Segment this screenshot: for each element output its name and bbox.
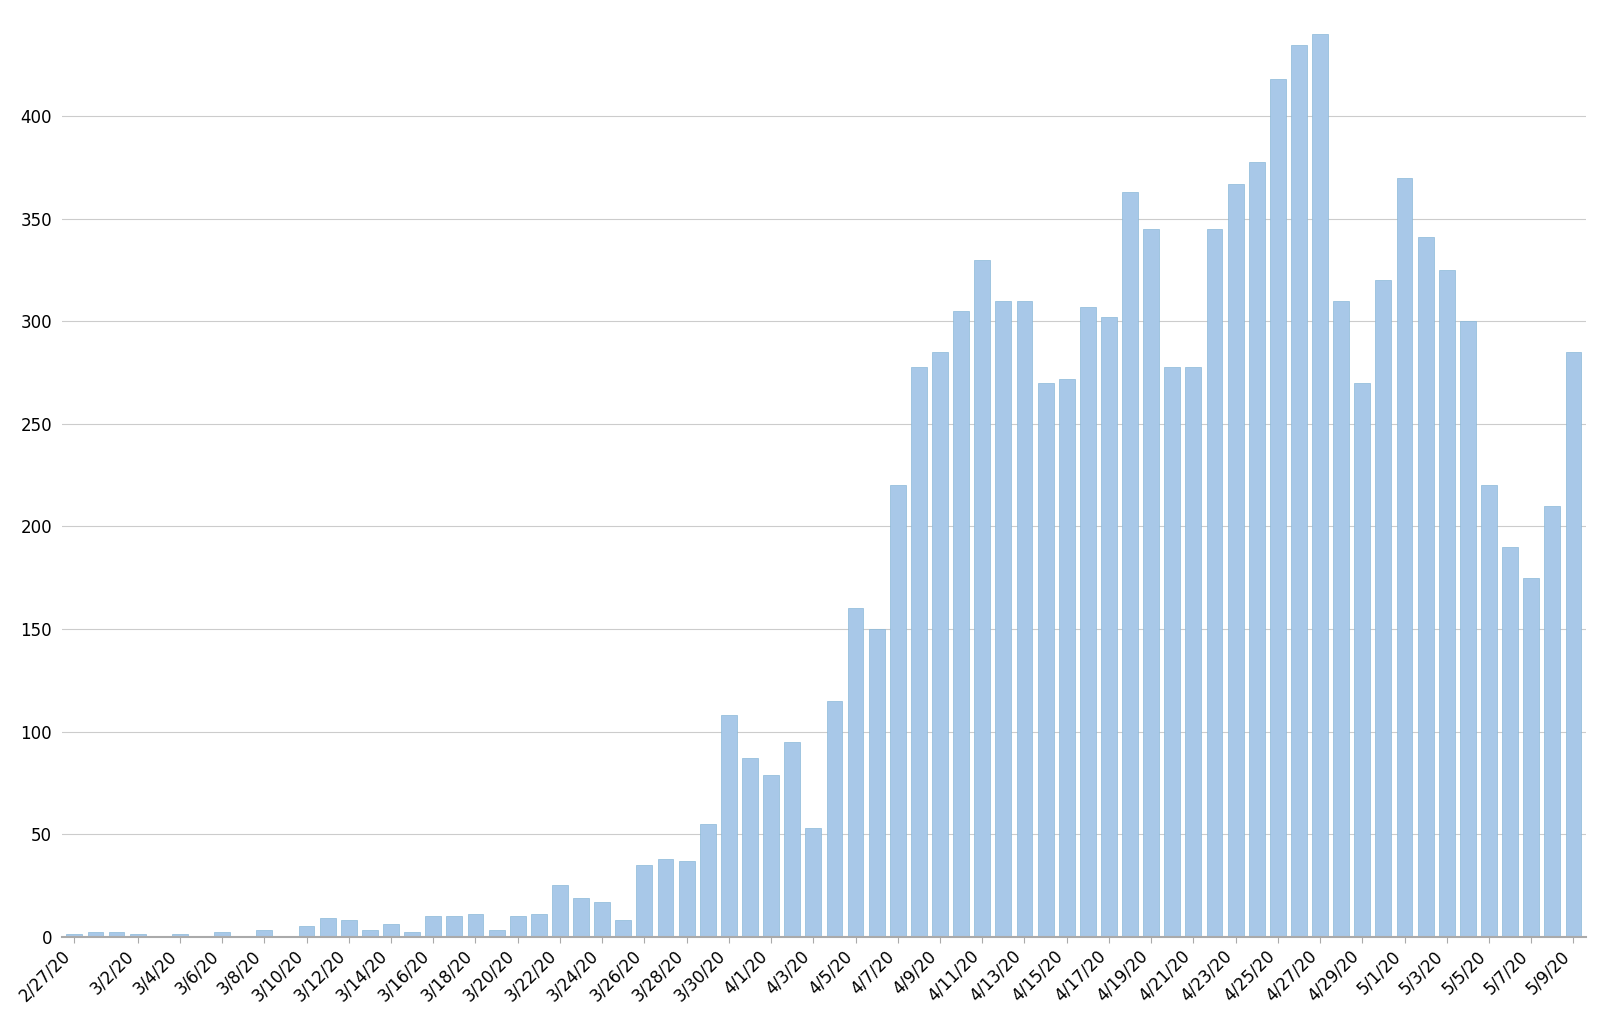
- Bar: [88, 932, 104, 936]
- Bar: [910, 367, 926, 936]
- Bar: [467, 914, 483, 936]
- Bar: [890, 485, 906, 936]
- Bar: [531, 914, 547, 936]
- Bar: [320, 918, 336, 936]
- Bar: [1523, 578, 1539, 936]
- Bar: [869, 629, 885, 936]
- Bar: [722, 715, 736, 936]
- Bar: [256, 930, 272, 936]
- Bar: [1122, 193, 1138, 936]
- Bar: [214, 932, 230, 936]
- Bar: [974, 260, 990, 936]
- Bar: [1080, 307, 1096, 936]
- Bar: [510, 916, 526, 936]
- Bar: [763, 774, 779, 936]
- Bar: [1270, 79, 1286, 936]
- Bar: [362, 930, 378, 936]
- Bar: [616, 920, 632, 936]
- Bar: [1565, 353, 1581, 936]
- Bar: [1206, 229, 1222, 936]
- Bar: [954, 311, 970, 936]
- Bar: [1038, 383, 1053, 936]
- Bar: [1291, 45, 1307, 936]
- Bar: [594, 902, 610, 936]
- Bar: [699, 823, 715, 936]
- Bar: [130, 934, 146, 936]
- Bar: [1312, 35, 1328, 936]
- Bar: [1544, 506, 1560, 936]
- Bar: [995, 301, 1011, 936]
- Bar: [1059, 379, 1075, 936]
- Bar: [784, 742, 800, 936]
- Bar: [1376, 280, 1392, 936]
- Bar: [1165, 367, 1181, 936]
- Bar: [1438, 270, 1454, 936]
- Bar: [488, 930, 504, 936]
- Bar: [658, 859, 674, 936]
- Bar: [1459, 321, 1475, 936]
- Bar: [678, 861, 694, 936]
- Bar: [848, 608, 864, 936]
- Bar: [171, 934, 187, 936]
- Bar: [382, 924, 398, 936]
- Bar: [1333, 301, 1349, 936]
- Bar: [426, 916, 442, 936]
- Bar: [67, 934, 82, 936]
- Bar: [405, 932, 421, 936]
- Bar: [1101, 317, 1117, 936]
- Bar: [827, 701, 842, 936]
- Bar: [341, 920, 357, 936]
- Bar: [1354, 383, 1370, 936]
- Bar: [299, 926, 315, 936]
- Bar: [1482, 485, 1498, 936]
- Bar: [933, 353, 947, 936]
- Bar: [1016, 301, 1032, 936]
- Bar: [637, 865, 653, 936]
- Bar: [109, 932, 125, 936]
- Bar: [1186, 367, 1202, 936]
- Bar: [1397, 178, 1413, 936]
- Bar: [1227, 184, 1243, 936]
- Bar: [1144, 229, 1158, 936]
- Bar: [805, 827, 821, 936]
- Bar: [552, 886, 568, 936]
- Bar: [742, 758, 758, 936]
- Bar: [573, 898, 589, 936]
- Bar: [1250, 162, 1264, 936]
- Bar: [446, 916, 462, 936]
- Bar: [1418, 237, 1434, 936]
- Bar: [1502, 547, 1518, 936]
